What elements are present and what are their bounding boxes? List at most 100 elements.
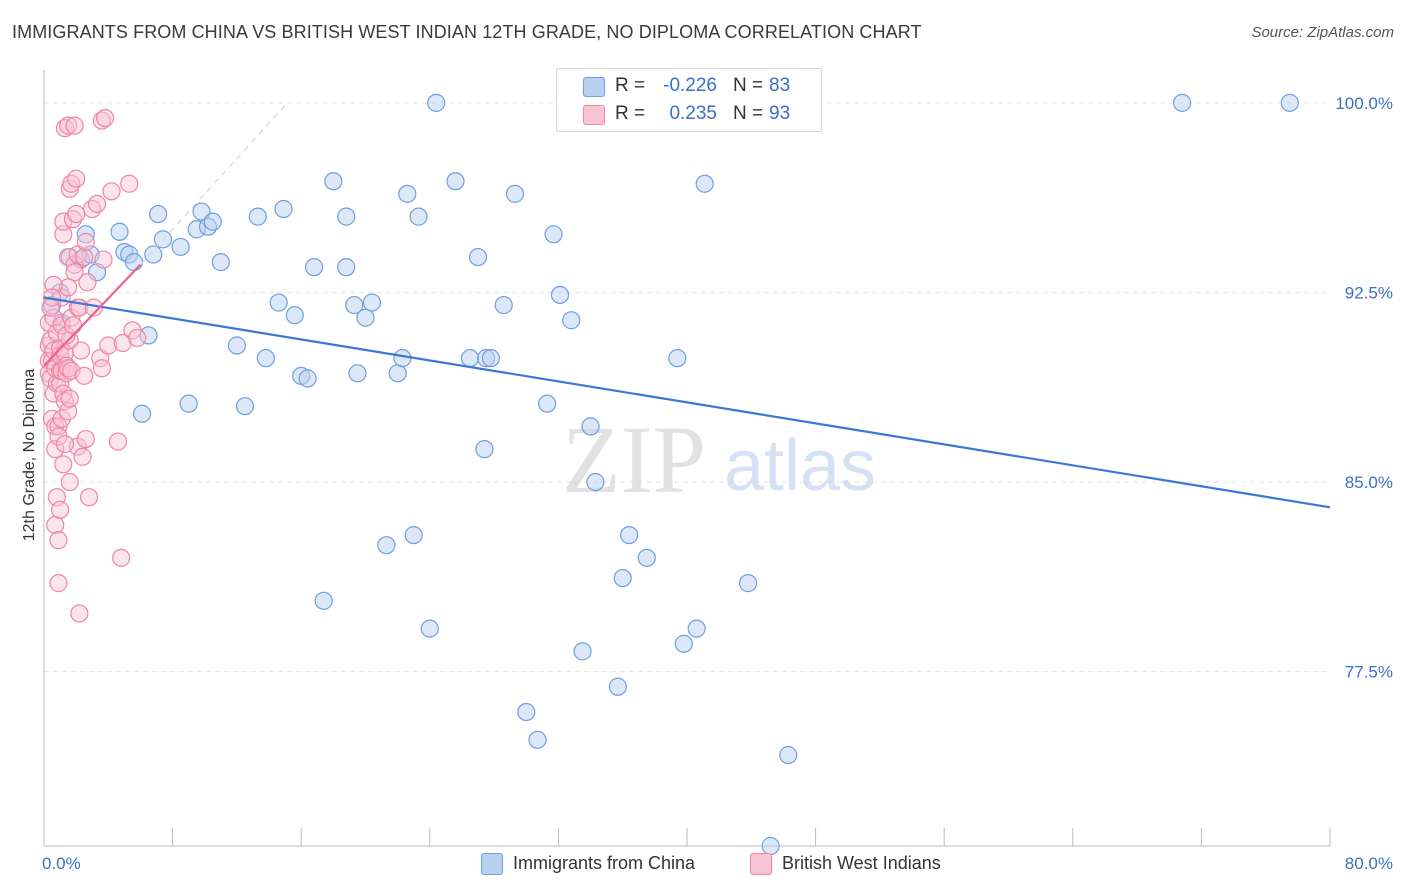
r-value: 0.235 — [669, 103, 717, 124]
bwi-point — [75, 247, 94, 267]
bwi-point — [92, 111, 111, 130]
china-point — [269, 293, 288, 312]
bwi-point — [55, 434, 74, 454]
china-point — [256, 349, 275, 368]
china-point — [544, 225, 563, 244]
r-label: R = — [615, 75, 646, 96]
bwi-point — [120, 174, 139, 193]
bwi-point — [76, 429, 95, 449]
y-tick-label: 92.5% — [1345, 283, 1393, 302]
bwi-point — [62, 174, 81, 193]
china-point — [314, 591, 333, 610]
china-point — [132, 404, 152, 423]
china-point — [285, 306, 304, 325]
legend-label-china: Immigrants from China — [513, 853, 696, 873]
china-point — [171, 237, 190, 257]
china-point — [427, 93, 446, 112]
n-value: 93 — [769, 103, 791, 124]
china-point — [248, 207, 267, 226]
axes — [43, 70, 1331, 847]
bwi-point — [63, 210, 83, 229]
china-swatch — [481, 853, 503, 875]
china-point — [528, 730, 547, 749]
china-point — [1173, 93, 1192, 112]
bwi-point — [60, 389, 79, 408]
china-point — [586, 472, 605, 492]
china-point — [1280, 93, 1299, 112]
china-point — [573, 642, 592, 661]
china-point — [687, 619, 706, 638]
china-point — [468, 247, 488, 267]
bwi-point — [112, 548, 131, 567]
series-legend: Immigrants from China British West India… — [0, 852, 1406, 876]
bwi-point — [59, 278, 78, 297]
watermark-atlas: atlas — [724, 426, 876, 506]
bwi-point — [60, 472, 79, 492]
n-value: 83 — [769, 75, 791, 96]
bwi-point — [79, 488, 99, 507]
bwi-trend-line — [43, 263, 142, 367]
china-point — [517, 702, 536, 722]
y-tick-label: 85.0% — [1345, 473, 1393, 492]
china-point — [388, 364, 407, 383]
china-point — [409, 207, 428, 226]
china-point — [337, 258, 356, 277]
bwi-point — [49, 531, 68, 550]
bwi-point — [67, 204, 86, 224]
china-point — [235, 397, 255, 416]
china-point — [562, 311, 581, 330]
bwi-point — [71, 341, 91, 360]
china-point — [110, 222, 129, 241]
china-point — [348, 364, 367, 383]
bwi-point — [59, 116, 78, 135]
stats-row-china: R = -0.226 N = 83 — [557, 73, 821, 99]
r-label: R = — [615, 103, 646, 124]
china-point — [144, 245, 163, 264]
china-point — [637, 548, 656, 567]
china-point — [149, 204, 168, 224]
y-axis-label: 12th Grade, No Diploma — [21, 368, 38, 542]
bwi-point — [52, 409, 71, 428]
bwi-point — [50, 500, 70, 519]
bwi-point — [76, 232, 95, 251]
china-point — [613, 568, 632, 588]
bwi-point — [128, 328, 147, 348]
chart-title: IMMIGRANTS FROM CHINA VS BRITISH WEST IN… — [12, 22, 922, 42]
china-point — [475, 440, 494, 459]
china-point — [668, 349, 687, 368]
china-swatch — [583, 77, 605, 97]
bwi-point — [65, 263, 84, 282]
china-point — [393, 349, 412, 368]
bwi-swatch — [583, 105, 605, 125]
bwi-point — [113, 333, 132, 353]
china-point — [362, 293, 382, 312]
china-point — [192, 202, 211, 221]
china-point — [620, 525, 639, 545]
bwi-point — [73, 447, 92, 466]
bwi-point — [94, 250, 113, 269]
china-point — [179, 394, 198, 413]
china-point — [420, 619, 439, 638]
bwi-point — [49, 574, 68, 593]
china-point — [538, 394, 557, 413]
grid-lines — [44, 102, 1330, 673]
china-point — [211, 253, 230, 272]
bwi-point — [55, 392, 74, 411]
china-point — [398, 184, 417, 203]
china-point — [227, 336, 246, 355]
bwi-point — [78, 273, 97, 292]
bwi-point — [99, 336, 118, 355]
china-point — [324, 172, 343, 191]
china-point — [505, 184, 525, 203]
china-point — [298, 369, 317, 388]
bwi-point — [42, 288, 62, 307]
china-point — [738, 574, 758, 593]
stats-row-bwi: R = 0.235 N = 93 — [557, 101, 821, 127]
x-tick-label: 80.0% — [1345, 854, 1393, 873]
china-point — [345, 295, 364, 315]
bwi-point — [59, 359, 78, 378]
trend-lines — [43, 104, 1331, 509]
china-point — [404, 525, 423, 545]
y-tick-label: 77.5% — [1345, 663, 1393, 682]
